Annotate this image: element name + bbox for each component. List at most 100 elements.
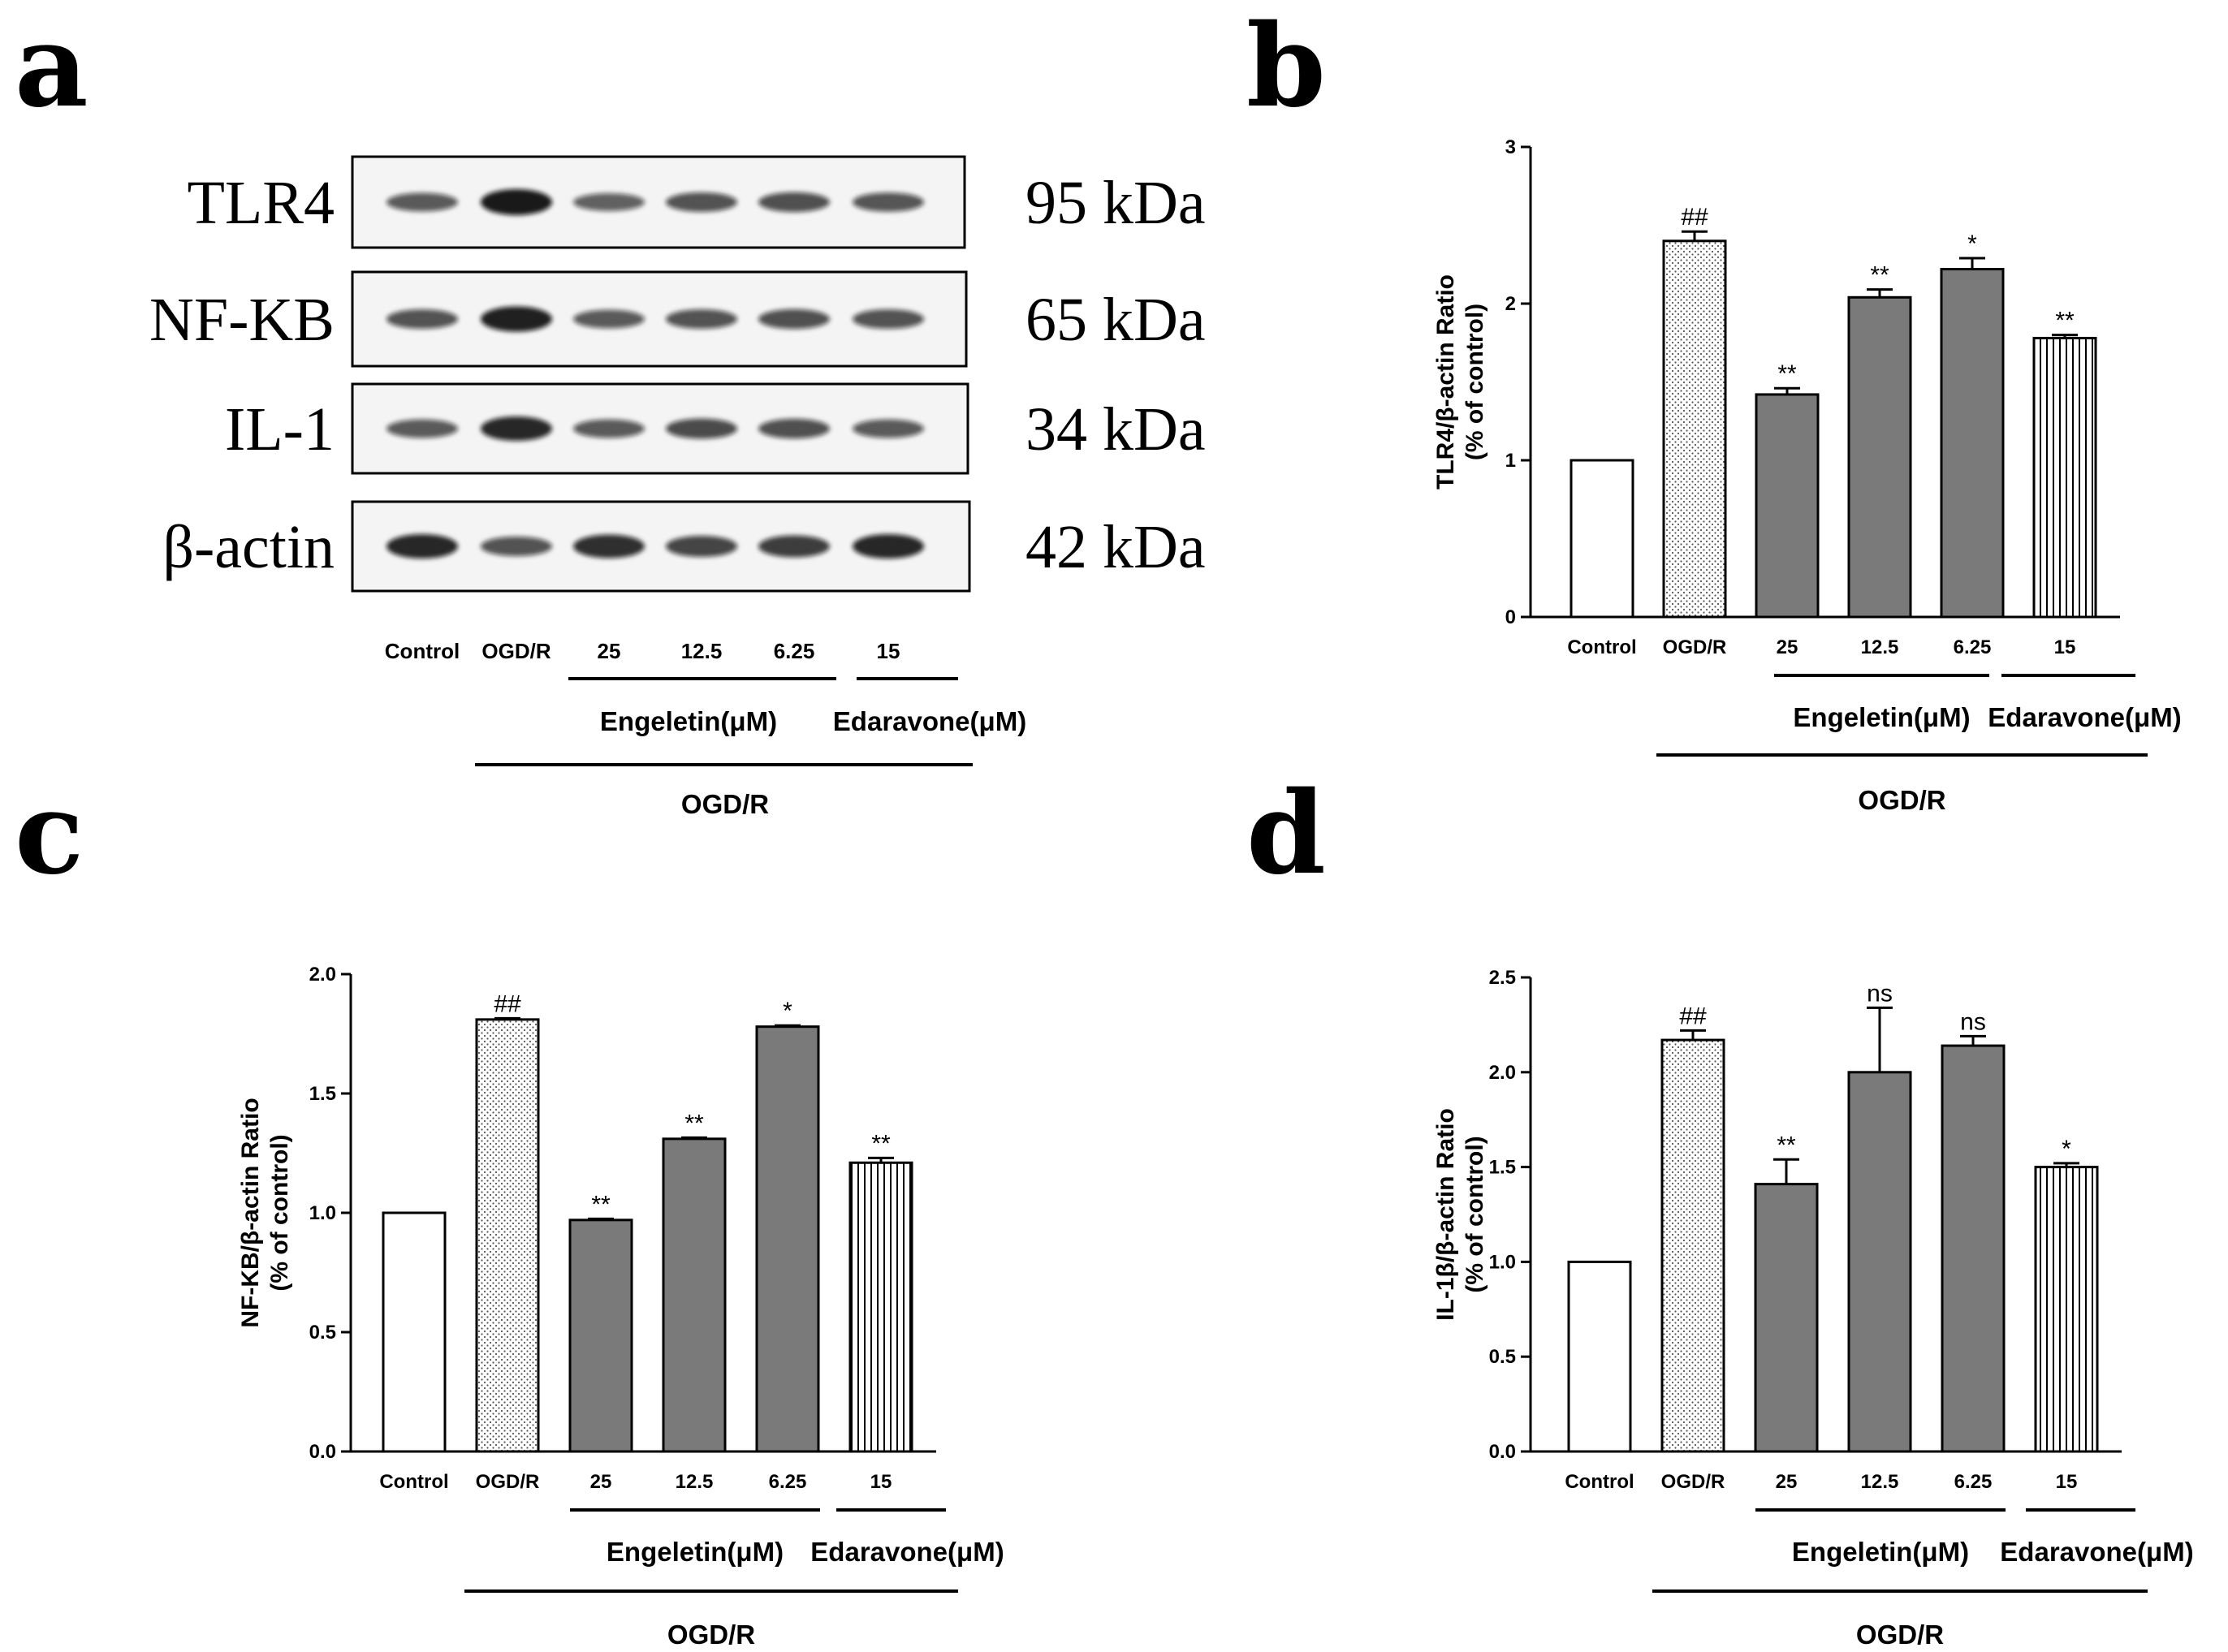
lane-label: Control [385, 639, 460, 663]
significance-label: ** [871, 1130, 891, 1157]
y-axis-label-unit: (% of control) [1462, 1136, 1488, 1292]
y-tick-label: 1.5 [309, 1083, 336, 1105]
lane-label: 25 [598, 639, 621, 663]
blot-band [758, 535, 830, 558]
bar [1940, 268, 2005, 619]
y-tick-label: 1.5 [1489, 1157, 1516, 1179]
y-tick-label: 1 [1505, 450, 1516, 472]
significance-label: ** [591, 1191, 611, 1218]
x-tick-label: 6.25 [769, 1471, 807, 1493]
blot-band [386, 419, 458, 438]
molecular-weight-label: 42 kDa [1025, 513, 1206, 581]
y-tick-label: 1.0 [309, 1202, 336, 1224]
blot-band [758, 308, 830, 330]
bar [1660, 1038, 1725, 1453]
bar [475, 1018, 540, 1453]
blot-band [666, 192, 737, 212]
bar [1941, 1044, 2006, 1453]
edaravone-label: Edaravone(μM) [1988, 702, 2181, 732]
significance-label: ## [1679, 1003, 1707, 1029]
x-tick-label: OGD/R [1663, 636, 1727, 658]
lane-label: OGD/R [481, 639, 551, 663]
significance-label: ## [1681, 204, 1708, 231]
y-axis-label-unit: (% of control) [1462, 304, 1488, 460]
edaravone-label: Edaravone(μM) [810, 1537, 1004, 1567]
x-tick-label: 25 [1776, 1471, 1798, 1493]
blot-band [386, 534, 458, 559]
blot-band [481, 189, 552, 215]
blot-band [853, 192, 924, 212]
significance-label: ## [494, 990, 521, 1017]
blot-band [666, 536, 737, 557]
significance-label: ** [684, 1110, 704, 1137]
bar [2034, 1166, 2099, 1453]
y-tick-label: 2.5 [1489, 967, 1516, 989]
bar [382, 1211, 447, 1453]
significance-label: ns [1867, 980, 1893, 1007]
y-tick-label: 0.0 [1489, 1441, 1516, 1463]
x-tick-label: Control [1565, 1471, 1634, 1493]
y-axis-label-unit: (% of control) [266, 1134, 293, 1291]
significance-label: ns [1960, 1008, 1986, 1035]
blot-band [853, 534, 924, 559]
blot-band [573, 534, 645, 559]
x-tick-label: OGD/R [1661, 1471, 1725, 1493]
blot-band [758, 192, 830, 213]
y-tick-label: 1.0 [1489, 1251, 1516, 1273]
bar [848, 1161, 913, 1453]
chart-d: 0.0 0.5 1.0 1.5 2.0 2.5 IL-1β/β-actin Ratio (% … [1432, 967, 2194, 1650]
x-tick-label: 12.5 [1861, 1471, 1899, 1493]
protein-name: NF-KB [149, 286, 335, 354]
engeletin-label: Engeletin(μM) [607, 1537, 784, 1567]
blot-band [853, 419, 924, 438]
molecular-weight-label: 65 kDa [1025, 286, 1206, 354]
significance-label: ** [1777, 360, 1797, 387]
western-blot: TLR4 95 kDa NF-KB 65 kDa IL-1 34 kDa β-actin 42… [149, 155, 1206, 819]
x-tick-label: 25 [590, 1471, 612, 1493]
significance-label: * [1967, 231, 1977, 257]
x-tick-label: 15 [2056, 1471, 2078, 1493]
protein-name: β-actin [162, 513, 335, 581]
bar [1755, 393, 1820, 619]
bar [1570, 459, 1634, 619]
x-tick-label: Control [1567, 636, 1636, 658]
y-axis-label: IL-1β/β-actin Ratio [1432, 1108, 1459, 1321]
ogdr-label: OGD/R [667, 1620, 755, 1650]
blot-band [386, 309, 458, 329]
bar [755, 1025, 820, 1453]
y-tick-label: 2.0 [1489, 1062, 1516, 1084]
blot-band [758, 418, 830, 439]
blot-band [666, 418, 737, 439]
blot-band [573, 419, 645, 438]
ogdr-label: OGD/R [1856, 1620, 1944, 1650]
blot-band [481, 306, 552, 332]
x-tick-label: 25 [1777, 636, 1798, 658]
blot-band [573, 309, 645, 329]
panel-letter-b: b [1246, 0, 1326, 133]
x-tick-label: Control [379, 1471, 448, 1493]
bar [1662, 239, 1727, 619]
x-tick-label: OGD/R [476, 1471, 540, 1493]
blot-band [666, 309, 737, 329]
bar [1567, 1260, 1632, 1453]
y-tick-label: 3 [1505, 136, 1516, 158]
bar [568, 1219, 633, 1453]
lane-label: 6.25 [774, 639, 815, 663]
edaravone-label: Edaravone(μM) [2000, 1537, 2193, 1567]
panel-letter-a: a [15, 0, 89, 133]
blot-band [481, 537, 552, 556]
lane-label: 15 [877, 639, 900, 663]
blot-band [481, 416, 552, 441]
bar [1754, 1183, 1819, 1453]
chart-c: 0.0 0.5 1.0 1.5 2.0 NF-KB/β-actin Ratio (% of … [237, 964, 1004, 1650]
bar [1847, 295, 1912, 619]
y-tick-label: 2 [1505, 293, 1516, 315]
ogdr-label: OGD/R [1858, 785, 1945, 815]
y-axis-label: TLR4/β-actin Ratio [1432, 274, 1459, 490]
significance-label: ** [1870, 262, 1889, 289]
edaravone-label: Edaravone(μM) [833, 706, 1026, 736]
x-tick-label: 15 [870, 1471, 892, 1493]
x-tick-label: 6.25 [1954, 1471, 1993, 1493]
y-tick-label: 2.0 [309, 964, 336, 986]
blot-band [573, 193, 645, 211]
